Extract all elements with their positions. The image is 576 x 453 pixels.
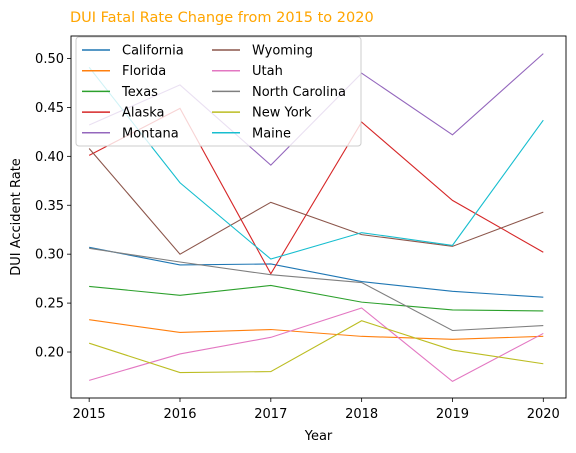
legend-label: North Carolina	[252, 85, 346, 100]
x-tick-label: 2017	[254, 407, 287, 422]
series-line-new-york	[88, 320, 544, 374]
y-tick-label: 0.35	[35, 199, 64, 214]
legend-label: California	[122, 44, 184, 59]
legend-label: Montana	[122, 126, 179, 141]
x-tick-label: 2015	[73, 407, 106, 422]
series-line-wyoming	[88, 148, 544, 255]
y-tick-label: 0.20	[35, 346, 64, 361]
x-tick-label: 2016	[163, 407, 196, 422]
x-axis: 2015 2016 2017 2018 2019 2020	[73, 398, 560, 422]
series-line-california	[89, 246, 544, 298]
y-tick-label: 0.50	[35, 52, 64, 67]
x-tick-label: 2019	[436, 407, 469, 422]
y-tick-label: 0.45	[35, 101, 64, 116]
series-line-maine	[88, 66, 544, 260]
series-line-florida	[89, 319, 544, 340]
legend-label: Maine	[252, 126, 291, 141]
legend-label: New York	[252, 106, 312, 121]
series-line-north-carolina	[89, 247, 544, 332]
y-tick-label: 0.40	[35, 150, 64, 165]
chart-title: DUI Fatal Rate Change from 2015 to 2020	[70, 10, 374, 26]
series-line-texas	[89, 284, 544, 312]
y-tick-label: 0.25	[35, 297, 64, 312]
series-line-utah	[89, 307, 544, 383]
legend-label: Alaska	[122, 106, 165, 121]
x-tick-label: 2020	[527, 407, 560, 422]
y-tick-label: 0.30	[35, 248, 64, 263]
legend-label: Texas	[121, 85, 158, 100]
y-axis-label: DUI Accident Rate	[9, 158, 24, 276]
legend-label: Utah	[252, 64, 283, 79]
x-tick-label: 2018	[345, 407, 378, 422]
plot-frame	[70, 35, 567, 399]
x-axis-label: Year	[304, 429, 333, 444]
y-axis: 0.20 0.25 0.30 0.35 0.40 0.45 0.50	[35, 52, 71, 361]
legend-label: Florida	[122, 64, 166, 79]
legend: California Florida Texas Alaska Montana Wyomi…	[75, 36, 362, 147]
legend-label: Wyoming	[252, 44, 313, 59]
